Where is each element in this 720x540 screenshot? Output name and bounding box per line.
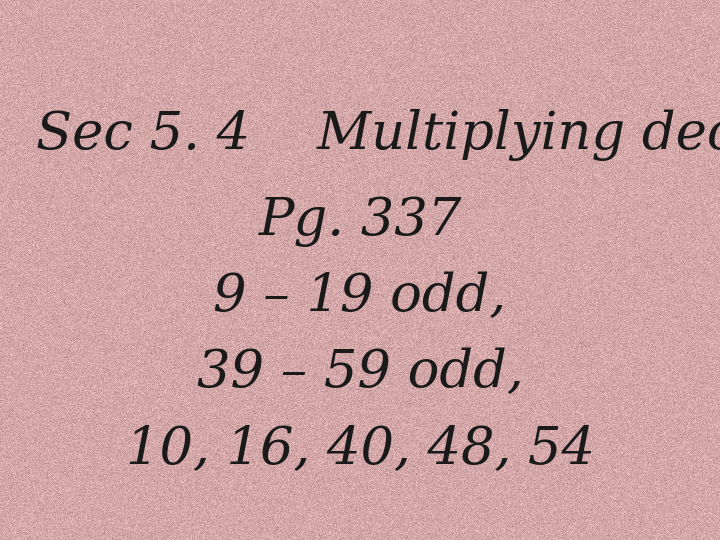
Text: 39 – 59 odd,: 39 – 59 odd, — [197, 347, 523, 398]
Text: Pg. 337: Pg. 337 — [258, 196, 462, 247]
Text: 9 – 19 odd,: 9 – 19 odd, — [213, 272, 507, 322]
Text: 10, 16, 40, 48, 54: 10, 16, 40, 48, 54 — [125, 423, 595, 474]
Text: Sec 5. 4    Multiplying decimals: Sec 5. 4 Multiplying decimals — [36, 109, 720, 161]
